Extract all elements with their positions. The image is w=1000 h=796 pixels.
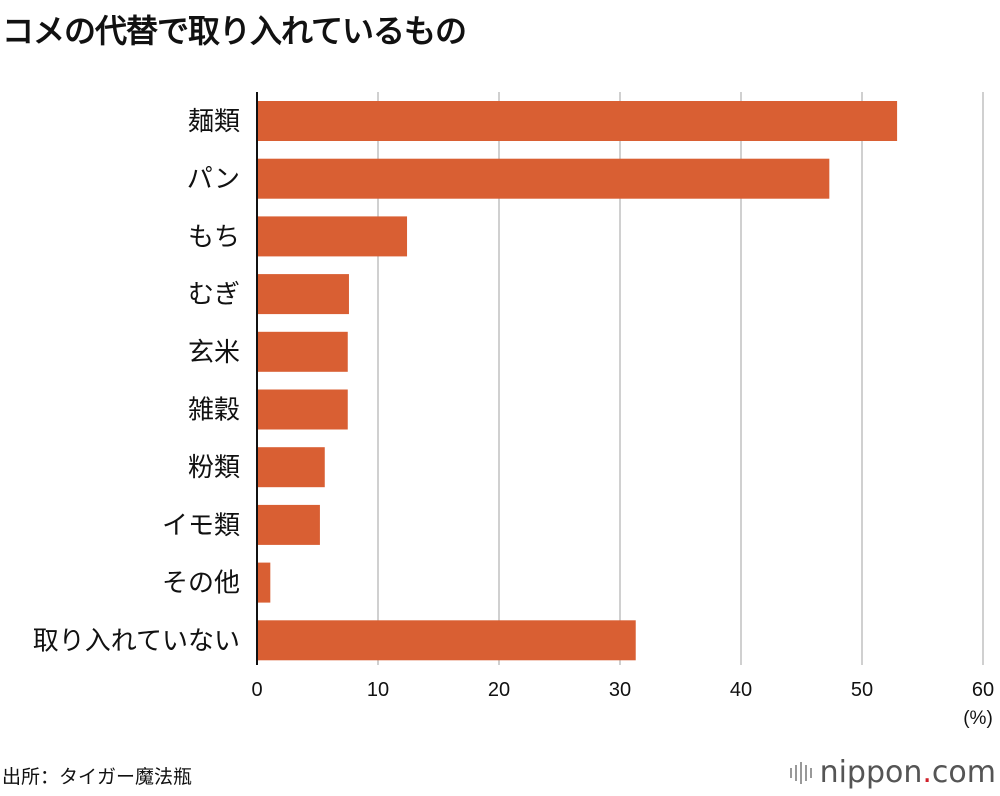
bar-1 (257, 101, 898, 141)
x-tick-label: 10 (367, 679, 389, 701)
bar-7 (257, 447, 325, 488)
bar-8 (257, 504, 320, 545)
chart-title: コメの代替で取り入れているもの (2, 12, 467, 50)
logo-bars-icon (789, 761, 812, 784)
category-label: むぎ (188, 280, 240, 310)
x-tick-label: 30 (609, 679, 631, 701)
x-tick-label: 0 (251, 679, 262, 701)
category-label: もち (188, 222, 240, 252)
category-label: イモ類 (162, 511, 240, 541)
x-axis-label: (%) (963, 708, 993, 729)
bar-6 (257, 389, 348, 430)
bar-2 (257, 158, 830, 199)
category-label: 麺類 (188, 107, 240, 137)
bar-9 (257, 562, 271, 603)
x-tick-label: 40 (730, 679, 752, 701)
x-tick-label: 20 (488, 679, 510, 701)
logo-name: nippon (819, 755, 923, 790)
bar-4 (257, 274, 349, 315)
category-label: 粉類 (188, 453, 240, 483)
logo-tld: com (931, 755, 996, 790)
category-label: パン (187, 165, 240, 195)
x-tick-label: 60 (972, 679, 994, 701)
bar-5 (257, 331, 348, 372)
source-note: 出所：タイガー魔法瓶 (2, 766, 193, 788)
category-label: 取り入れていない (33, 626, 240, 656)
category-label: その他 (162, 569, 240, 599)
bar-3 (257, 216, 408, 257)
category-label: 雑穀 (188, 396, 240, 426)
logo-dot: . (922, 755, 932, 790)
nippon-logo: nippon. com (789, 755, 996, 790)
category-label: 玄米 (188, 338, 240, 368)
x-tick-label: 50 (851, 679, 873, 701)
bar-10 (257, 620, 636, 661)
